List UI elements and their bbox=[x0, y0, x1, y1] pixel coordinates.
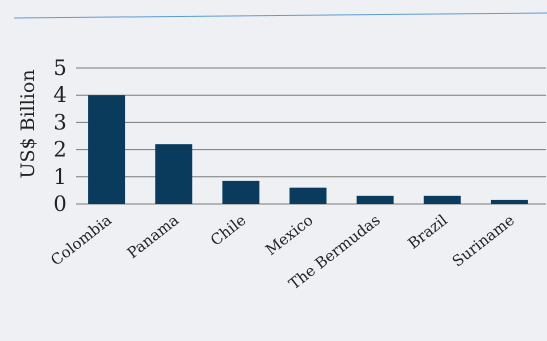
x-tick-label: Panama bbox=[124, 211, 183, 262]
top-rule bbox=[13, 12, 547, 19]
x-tick-label: Colombia bbox=[47, 211, 115, 269]
bar bbox=[88, 95, 126, 204]
bar bbox=[356, 195, 394, 204]
x-tick-label: Brazil bbox=[404, 211, 450, 253]
y-tick-label: 0 bbox=[53, 192, 66, 216]
bar bbox=[289, 187, 327, 204]
x-tick-label: Chile bbox=[207, 211, 249, 250]
bar bbox=[423, 195, 461, 204]
y-tick-label: 5 bbox=[53, 56, 66, 80]
bars bbox=[88, 95, 528, 204]
bar bbox=[222, 180, 260, 204]
y-axis-title: US$ Billion bbox=[17, 69, 39, 178]
x-tick-label: Suriname bbox=[449, 211, 518, 271]
x-tick-label: Mexico bbox=[262, 211, 316, 259]
y-tick-label: 1 bbox=[53, 165, 66, 189]
bar bbox=[490, 199, 528, 204]
y-tick-label: 4 bbox=[53, 83, 66, 107]
y-tick-label: 2 bbox=[53, 138, 66, 162]
y-tick-labels: 0 1 2 3 4 5 bbox=[53, 56, 66, 216]
gridlines bbox=[76, 67, 546, 205]
bar bbox=[155, 144, 193, 204]
y-tick-label: 3 bbox=[53, 110, 66, 134]
